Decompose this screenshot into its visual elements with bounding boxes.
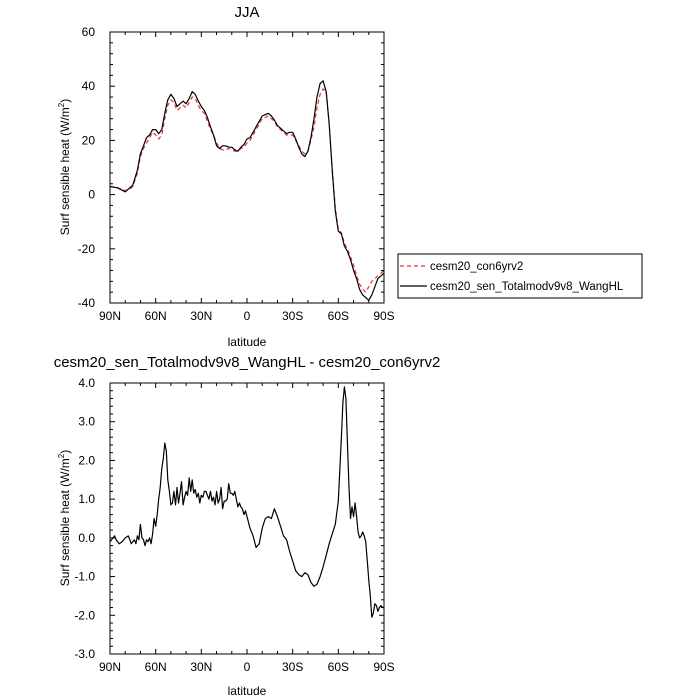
top-series-line-0 — [109, 88, 385, 293]
legend: cesm20_con6yrv2 cesm20_sen_Totalmodv9v8_… — [397, 253, 643, 299]
bottom-series-line-0 — [109, 386, 384, 618]
top-ytick-label: 60 — [82, 25, 96, 39]
bottom-panel: cesm20_sen_Totalmodv9v8_WangHL - cesm20_… — [54, 354, 441, 698]
bottom-xtick-label: 60S — [328, 660, 349, 674]
top-axes: 90N 60N 30N 0 30S 60S 90S -40 -20 0 20 40 60 — [78, 25, 395, 323]
top-xtick-label: 30S — [282, 309, 303, 323]
top-xtick-label: 30N — [190, 309, 212, 323]
bottom-yaxis-label-sup: 2 — [57, 453, 66, 458]
top-ytick-label: -40 — [78, 296, 96, 310]
top-xtick-label: 0 — [244, 309, 251, 323]
top-series-group — [109, 80, 385, 301]
bottom-axes: 90N 60N 30N 0 30S 60S 90S -3.0 -2.0 -1.0 0.0 1.0 2.0… — [74, 376, 394, 674]
top-series-line-1 — [109, 80, 385, 301]
top-xaxis-label: latitude — [228, 335, 267, 349]
bottom-ytick-label: -3.0 — [74, 647, 95, 661]
bottom-xtick-label: 30N — [190, 660, 212, 674]
bottom-yaxis-label-main: Surf sensible heat (W/m — [58, 458, 72, 586]
bottom-ytick-label: 3.0 — [78, 415, 95, 429]
top-ytick-label: 40 — [82, 79, 96, 93]
bottom-xtick-label: 0 — [244, 660, 251, 674]
bottom-ytick-label: 2.0 — [78, 453, 95, 467]
top-ytick-label: -20 — [78, 242, 96, 256]
top-chart-title: JJA — [234, 4, 259, 21]
bottom-chart-title: cesm20_sen_Totalmodv9v8_WangHL - cesm20_… — [54, 354, 441, 371]
top-plot-frame — [109, 31, 385, 304]
bottom-xtick-label: 90S — [373, 660, 394, 674]
legend-box — [397, 253, 643, 299]
bottom-ytick-label: 1.0 — [78, 492, 95, 506]
legend-label-con6yrv2: cesm20_con6yrv2 — [430, 261, 523, 273]
top-xtick-label: 90S — [373, 309, 394, 323]
top-xtick-label: 60S — [328, 309, 349, 323]
top-yaxis-label-main: Surf sensible heat (W/m — [58, 107, 72, 235]
bottom-ytick-label: -2.0 — [74, 608, 95, 622]
top-panel: JJA 90N 60N 30N 0 30S 60S 90S -40 -20 0 20 40 60 lat… — [57, 4, 395, 349]
top-yaxis-label: Surf sensible heat (W/m2) — [57, 99, 72, 236]
legend-label-wanghl: cesm20_sen_Totalmodv9v8_WangHL — [430, 281, 624, 293]
top-xtick-label: 60N — [145, 309, 167, 323]
top-ytick-label: 20 — [82, 133, 96, 147]
top-yaxis-label-close: ) — [58, 99, 72, 103]
bottom-xtick-label: 90N — [99, 660, 121, 674]
bottom-yaxis-label: Surf sensible heat (W/m2) — [57, 450, 72, 587]
bottom-xtick-label: 30S — [282, 660, 303, 674]
bottom-ytick-label: 0.0 — [78, 531, 95, 545]
bottom-xaxis-label: latitude — [228, 684, 267, 698]
top-yaxis-label-sup: 2 — [57, 102, 66, 107]
top-xtick-label: 90N — [99, 309, 121, 323]
bottom-ytick-label: -1.0 — [74, 570, 95, 584]
bottom-xtick-label: 60N — [145, 660, 167, 674]
bottom-ytick-label: 4.0 — [78, 376, 95, 390]
bottom-yaxis-label-close: ) — [58, 450, 72, 454]
top-ytick-label: 0 — [88, 188, 95, 202]
bottom-series-group — [109, 386, 384, 618]
